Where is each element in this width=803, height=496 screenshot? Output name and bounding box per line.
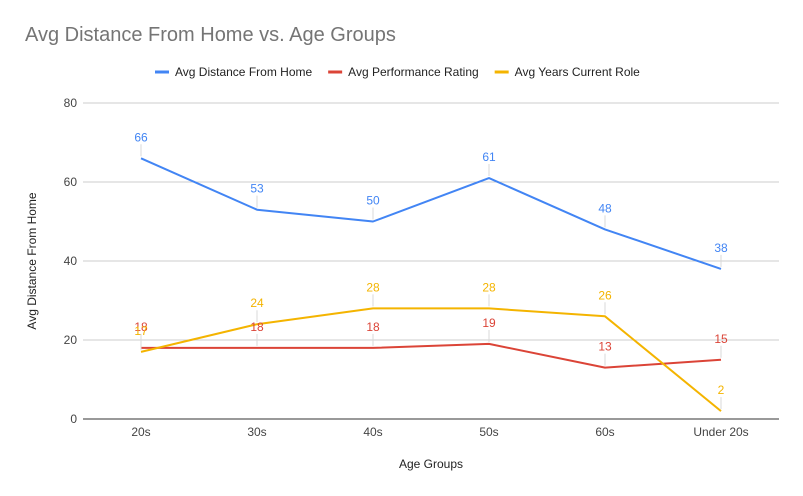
data-label: 26: [598, 288, 612, 302]
data-label: 61: [482, 150, 496, 164]
y-tick-label: 20: [64, 333, 78, 347]
legend: Avg Distance From Home Avg Performance Ra…: [155, 65, 640, 79]
y-tick-label: 0: [70, 412, 77, 426]
x-axis-ticks: 20s 30s 40s 50s 60s Under 20s: [131, 425, 748, 439]
data-labels: 66 53 50 61 48 38 18 18 18 19 13 15 17 24 28 28 26 2: [134, 130, 728, 397]
data-label: 13: [598, 340, 612, 354]
data-label: 38: [714, 241, 728, 255]
data-label: 28: [366, 280, 380, 294]
x-tick-label: 40s: [363, 425, 382, 439]
x-tick-label: 20s: [131, 425, 150, 439]
data-label: 19: [482, 316, 496, 330]
x-tick-label: 50s: [479, 425, 498, 439]
data-label: 18: [134, 320, 148, 334]
legend-label: Avg Distance From Home: [175, 65, 312, 79]
series-lines: [140, 157, 722, 412]
data-label: 50: [366, 194, 380, 208]
data-label: 66: [134, 130, 148, 144]
legend-label: Avg Performance Rating: [348, 65, 479, 79]
data-label: 53: [250, 182, 264, 196]
x-tick-label: 30s: [247, 425, 266, 439]
legend-label: Avg Years Current Role: [515, 65, 641, 79]
gridlines: [83, 102, 779, 420]
x-tick-label: Under 20s: [693, 425, 748, 439]
data-label: 28: [482, 280, 496, 294]
data-label: 17: [134, 324, 148, 338]
data-label: 18: [366, 320, 380, 334]
data-label: 18: [250, 320, 264, 334]
series-line: [141, 342, 722, 369]
y-tick-label: 40: [64, 254, 78, 268]
x-axis-title: Age Groups: [399, 457, 463, 471]
series-line: [140, 307, 722, 412]
data-label: 2: [718, 383, 725, 397]
y-axis-ticks: 0 20 40 60 80: [64, 96, 78, 426]
y-axis-title: Avg Distance From Home: [25, 192, 39, 329]
y-tick-label: 60: [64, 175, 78, 189]
chart-title: Avg Distance From Home vs. Age Groups: [25, 24, 396, 46]
x-tick-label: 60s: [595, 425, 614, 439]
series-line: [140, 157, 722, 270]
data-label: 48: [598, 201, 612, 215]
y-tick-label: 80: [64, 96, 78, 110]
data-label: 15: [714, 332, 728, 346]
data-label: 24: [250, 296, 264, 310]
label-leaders: [140, 144, 722, 410]
